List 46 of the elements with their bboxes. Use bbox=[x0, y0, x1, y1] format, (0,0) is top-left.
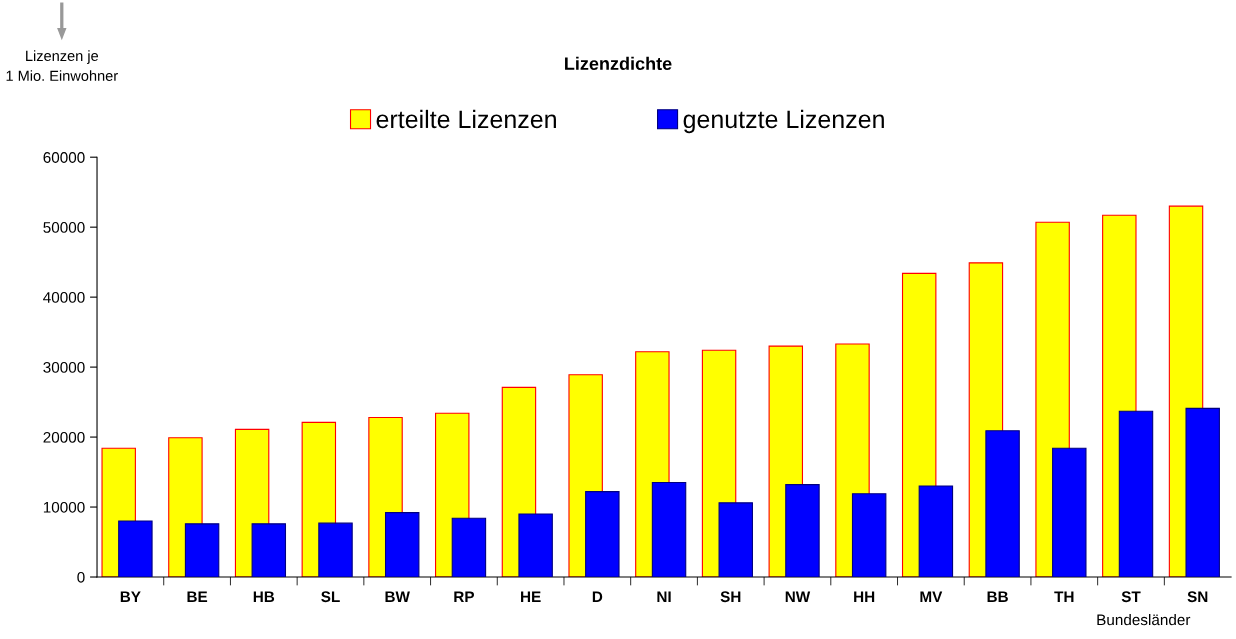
x-tick-label: SL bbox=[321, 591, 340, 603]
x-tick-label: SN bbox=[1187, 591, 1208, 603]
x-tick-label: RP bbox=[454, 591, 475, 602]
x-tick-label: HH bbox=[854, 591, 875, 602]
bar bbox=[184, 523, 220, 578]
bar bbox=[718, 502, 753, 578]
y-tick-label: 20000 bbox=[43, 431, 85, 443]
y-tick-label: 0 bbox=[77, 571, 85, 583]
y-tick-label: 50000 bbox=[43, 222, 85, 233]
x-tick-label: BE bbox=[187, 591, 208, 602]
bar bbox=[251, 523, 287, 578]
x-tick-label: TH bbox=[1054, 591, 1074, 602]
bar bbox=[651, 482, 687, 578]
chart-title: Lizenzdichte bbox=[565, 56, 672, 71]
x-tick-label: HB bbox=[253, 591, 275, 602]
x-tick-label: SH bbox=[720, 591, 741, 603]
x-tick-label: ST bbox=[1121, 591, 1141, 603]
y-tick-label: 30000 bbox=[43, 361, 85, 373]
bar bbox=[851, 493, 887, 578]
bar bbox=[1185, 407, 1220, 578]
x-tick-label: NW bbox=[785, 591, 811, 602]
bar bbox=[451, 517, 487, 578]
x-tick-label: HE bbox=[521, 591, 541, 602]
bar bbox=[1118, 410, 1154, 578]
bar bbox=[918, 485, 954, 578]
x-tick-label: NI bbox=[657, 591, 671, 602]
y-tick-label: 40000 bbox=[43, 292, 85, 303]
bar bbox=[785, 484, 820, 578]
bar bbox=[384, 512, 420, 578]
bar bbox=[518, 513, 553, 578]
bar bbox=[118, 520, 153, 578]
x-tick-label: BB bbox=[987, 591, 1008, 602]
y-axis-title: Lizenzen je 1 Mio. Einwohner bbox=[6, 50, 118, 81]
x-tick-label: BW bbox=[385, 591, 410, 602]
x-tick-label: D bbox=[592, 591, 603, 602]
bar bbox=[985, 430, 1020, 578]
x-axis-title: Bundesländer bbox=[1097, 613, 1191, 626]
bar bbox=[585, 491, 620, 578]
legend-label: genutzte Lizenzen bbox=[683, 109, 884, 134]
y-tick-label: 60000 bbox=[43, 152, 85, 163]
x-tick-label: BY bbox=[120, 591, 141, 602]
bar bbox=[1052, 447, 1087, 578]
y-tick-label: 10000 bbox=[43, 501, 85, 513]
legend-label: erteilte Lizenzen bbox=[376, 109, 556, 129]
bar bbox=[318, 522, 353, 578]
x-tick-label: MV bbox=[920, 591, 943, 602]
